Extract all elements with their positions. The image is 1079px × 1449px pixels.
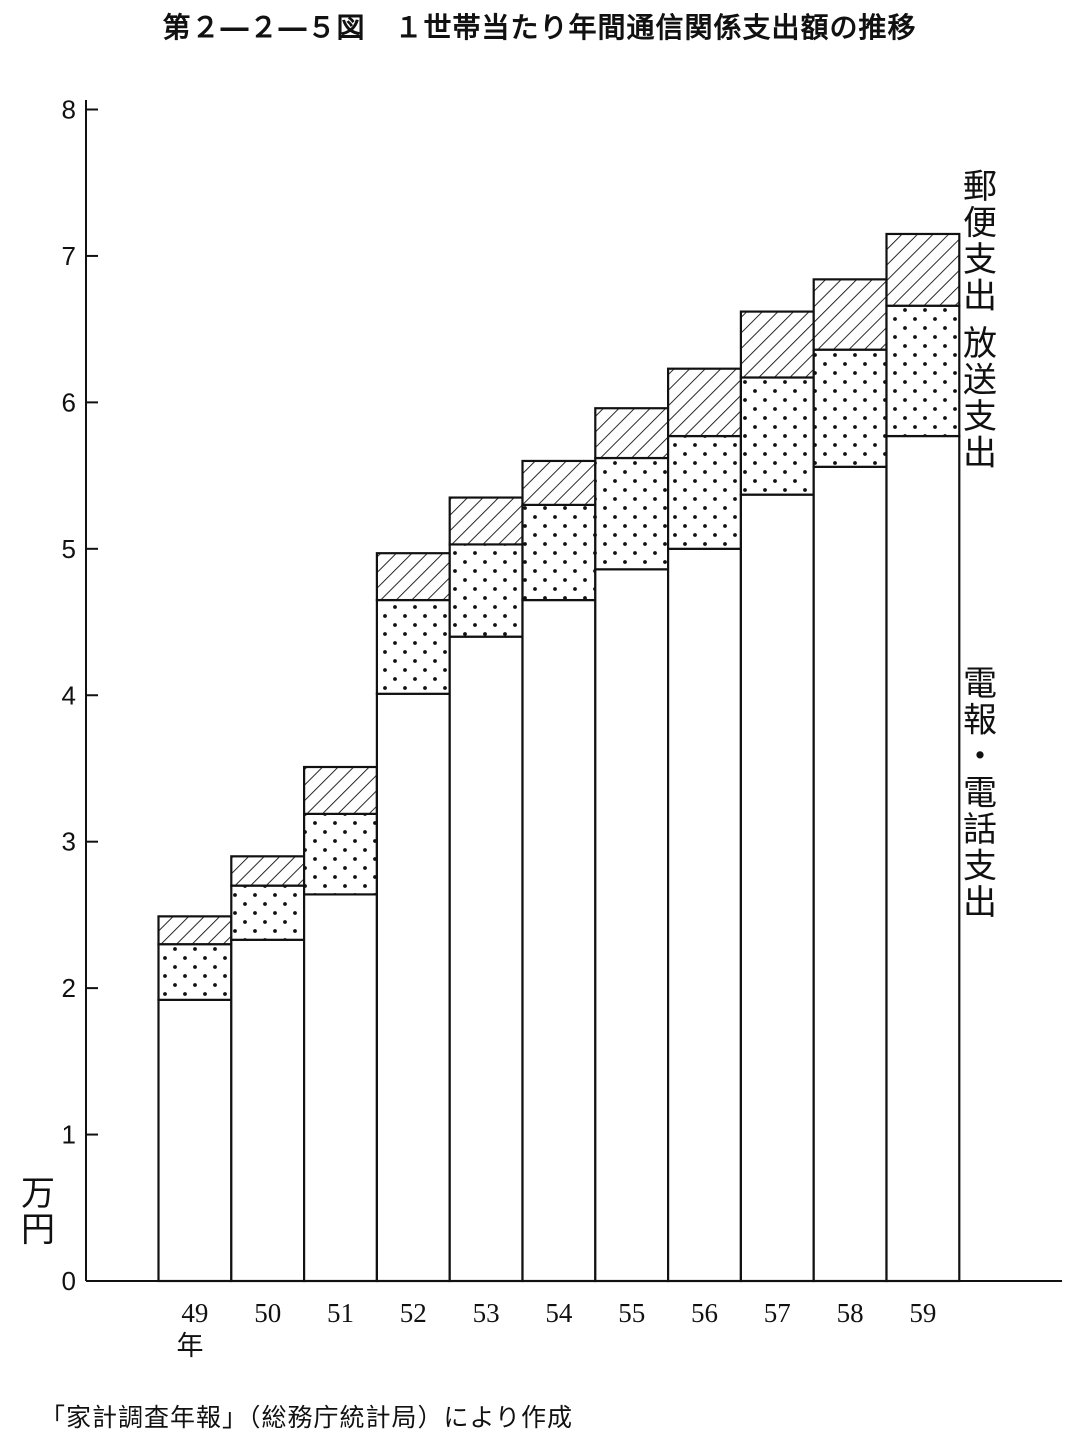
bar-segment-broadcast xyxy=(594,456,670,571)
bar-segment-telecom xyxy=(885,434,961,1283)
y-tick-label: 7 xyxy=(62,241,76,271)
legend-label-postal: 郵便支出 xyxy=(963,167,997,317)
bar-segment-telecom xyxy=(812,465,888,1283)
legend-label-telecom: 電報・電話支出 xyxy=(963,664,997,923)
x-tick-label: 53 xyxy=(473,1298,500,1328)
bar-segment-postal xyxy=(448,496,524,546)
bar-segment-broadcast xyxy=(739,376,815,496)
bar-segment-broadcast xyxy=(230,884,306,941)
bar-segment-postal xyxy=(375,552,451,602)
x-tick-label: 56 xyxy=(691,1298,718,1328)
y-tick-label: 1 xyxy=(62,1120,76,1150)
bar-segment-broadcast xyxy=(521,503,597,602)
x-tick-label: 55 xyxy=(618,1298,645,1328)
x-unit-label: 年 xyxy=(177,1331,204,1361)
bar-segment-broadcast xyxy=(666,434,742,550)
bar-segment-telecom xyxy=(739,493,815,1283)
bar-segment-postal xyxy=(230,855,306,887)
bar-segment-postal xyxy=(521,459,597,506)
x-tick-label: 51 xyxy=(327,1298,354,1328)
bar-segment-broadcast xyxy=(157,943,233,1001)
legend-label-broadcast: 放送支出 xyxy=(963,324,997,474)
y-unit-label: 万円 xyxy=(21,1174,55,1250)
source-note: 「家計調査年報」（総務庁統計局）により作成 xyxy=(40,1403,574,1432)
x-tick-label: 50 xyxy=(254,1298,281,1328)
bar-segment-broadcast xyxy=(375,598,451,695)
bar-segment-telecom xyxy=(303,893,379,1283)
x-tick-label: 52 xyxy=(400,1298,427,1328)
bar-segment-telecom xyxy=(594,568,670,1283)
bar-segment-telecom xyxy=(521,598,597,1283)
bar-segment-postal xyxy=(885,232,961,307)
bar-segment-telecom xyxy=(230,938,306,1283)
y-tick-label: 5 xyxy=(62,534,76,564)
x-tick-label: 54 xyxy=(545,1298,573,1328)
bar-segment-broadcast xyxy=(448,543,524,638)
bar-segment-telecom xyxy=(448,635,524,1283)
y-tick-label: 8 xyxy=(62,95,76,125)
y-tick-label: 4 xyxy=(62,680,76,710)
y-tick-label: 3 xyxy=(62,827,76,857)
bar-segment-broadcast xyxy=(303,812,379,896)
x-tick-label: 49 xyxy=(181,1298,208,1328)
chart-title: 第２―２―５図 １世帯当たり年間通信関係支出額の推移 xyxy=(162,11,917,44)
y-tick-label: 0 xyxy=(62,1266,76,1296)
bar-segment-postal xyxy=(739,310,815,379)
bar-segment-postal xyxy=(812,278,888,351)
x-tick-label: 57 xyxy=(764,1298,791,1328)
bar-segment-postal xyxy=(594,407,670,460)
y-tick-label: 6 xyxy=(62,387,76,417)
bar-segment-telecom xyxy=(375,692,451,1283)
bar-segment-telecom xyxy=(157,998,233,1283)
bar-segment-telecom xyxy=(666,547,742,1283)
bar-segment-broadcast xyxy=(812,348,888,468)
x-tick-label: 59 xyxy=(909,1298,936,1328)
bar-segment-postal xyxy=(666,367,742,438)
x-tick-label: 58 xyxy=(837,1298,864,1328)
bar-segment-postal xyxy=(303,765,379,815)
y-tick-label: 2 xyxy=(62,973,76,1003)
bar-segment-postal xyxy=(157,915,233,946)
bar-segment-broadcast xyxy=(885,304,961,438)
